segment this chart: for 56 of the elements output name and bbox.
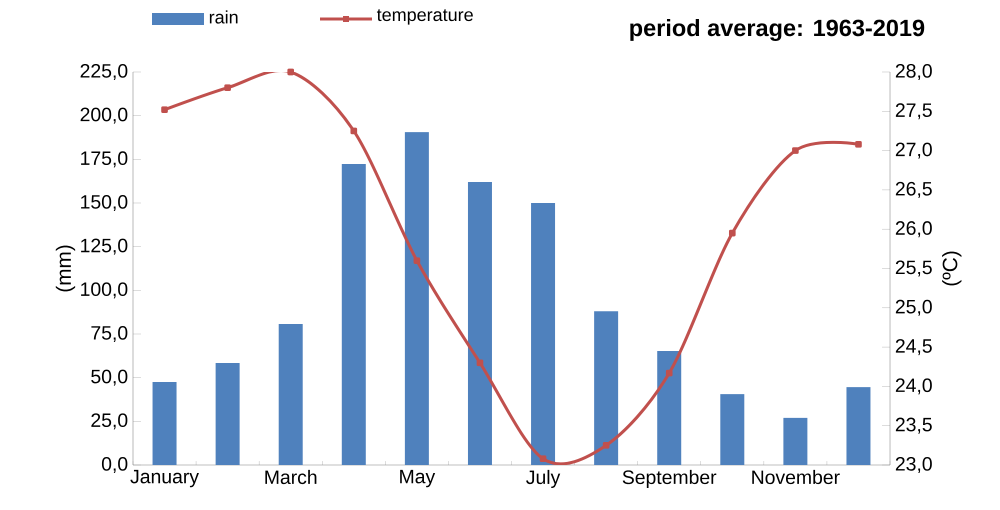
y-tick-label: 125,0 xyxy=(81,238,128,255)
point xyxy=(287,68,294,76)
legend-label: temperature xyxy=(376,9,473,25)
y2-tick-label: 27,5 xyxy=(896,103,932,120)
bar xyxy=(594,311,618,465)
y-tick-label: 100,0 xyxy=(81,282,128,298)
y-tick-label: 175,0 xyxy=(81,151,128,168)
bar xyxy=(342,164,366,465)
y2-tick-label: 27,0 xyxy=(896,142,932,159)
y-tick-label: 50,0 xyxy=(91,370,128,386)
y-tick-label: 25,0 xyxy=(91,413,128,430)
y2-tick-label: 25,0 xyxy=(896,300,932,316)
y2-tick-label: 26,0 xyxy=(896,221,932,238)
point xyxy=(540,455,546,462)
point xyxy=(414,257,420,264)
point xyxy=(666,370,673,376)
bar xyxy=(846,387,870,465)
point xyxy=(161,106,168,114)
y2-tick-label: 26,5 xyxy=(896,182,932,198)
y2-tick-label: 24,0 xyxy=(896,378,932,394)
x-tick-label: September xyxy=(622,470,716,488)
y2-tick-label: 24,5 xyxy=(896,339,932,356)
bar xyxy=(720,394,744,465)
y2-tick-label: 28,0 xyxy=(896,64,932,80)
bar xyxy=(278,324,303,465)
legend-label: rain xyxy=(210,10,238,24)
y2-tick-label: 23,5 xyxy=(896,418,932,434)
bar xyxy=(404,132,429,465)
y-tick-label: 225,0 xyxy=(80,64,128,80)
point xyxy=(602,442,610,449)
bar xyxy=(468,182,492,465)
bar xyxy=(152,382,177,465)
y-axis-title: (mm) xyxy=(56,246,76,292)
x-tick-label: March xyxy=(265,470,316,484)
y2-tick-label: 25,5 xyxy=(896,260,932,276)
bar xyxy=(783,418,808,465)
y2-axis-title: (ºC) xyxy=(942,252,962,286)
x-tick-label: May xyxy=(400,470,436,488)
x-tick-label: July xyxy=(526,470,560,488)
bar xyxy=(657,350,682,465)
point xyxy=(792,147,799,154)
bar xyxy=(531,202,556,465)
bar xyxy=(216,362,240,465)
y-tick-label: 75,0 xyxy=(91,326,128,342)
chart-title: period average: 1963-2019 xyxy=(630,18,924,42)
point xyxy=(728,230,736,236)
y-tick-label: 0,0 xyxy=(102,456,128,473)
y-tick-label: 200,0 xyxy=(80,108,128,124)
x-tick-label: November xyxy=(752,470,840,484)
point xyxy=(476,359,484,366)
point xyxy=(224,84,231,92)
point xyxy=(855,140,862,148)
y-tick-label: 150,0 xyxy=(81,194,128,211)
y2-tick-label: 23,0 xyxy=(896,456,932,473)
x-tick-label: January xyxy=(130,470,199,488)
point xyxy=(350,128,358,134)
